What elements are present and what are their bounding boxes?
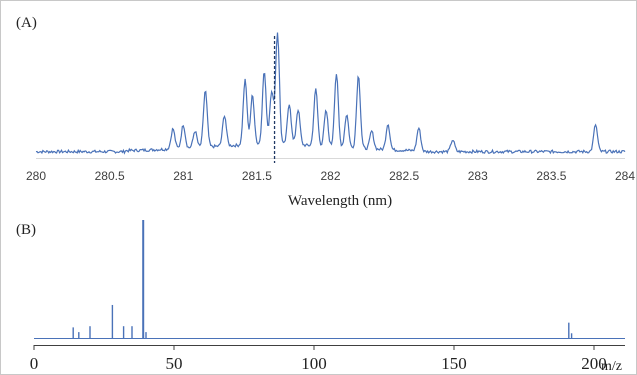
x-axis-label-a: Wavelength (nm) — [288, 193, 392, 209]
x-tick-label-a: 283 — [468, 169, 488, 183]
x-tick-label-b: 0 — [30, 354, 39, 373]
panel-b-label: (B) — [16, 222, 36, 238]
panel-a: (A) 280 280.5 281 281.5 282 282.5 283 283.5 284 … — [16, 15, 635, 209]
x-tick-label-a: 280.5 — [95, 169, 125, 183]
x-tick-label-a: 280 — [26, 169, 46, 183]
mass-peaks — [72, 220, 573, 338]
x-tick-label-b: 200 — [581, 354, 607, 373]
x-tick-label-a: 283.5 — [536, 169, 566, 183]
x-tick-label-a: 281 — [173, 169, 193, 183]
x-axis-label-b: m/z — [601, 359, 622, 374]
panel-b: (B) 0 50 100 150 200 m/z — [16, 220, 625, 374]
x-tick-label-a: 282.5 — [389, 169, 419, 183]
x-tick-label-a: 282 — [320, 169, 340, 183]
x-tick-label-b: 100 — [301, 354, 327, 373]
x-tick-label-b: 50 — [166, 354, 183, 373]
x-tick-label-a: 281.5 — [242, 169, 272, 183]
x-ticks-b: 0 50 100 150 200 — [30, 345, 607, 373]
x-tick-label-a: 284 — [615, 169, 635, 183]
x-ticks-a: 280 280.5 281 281.5 282 282.5 283 283.5 284 — [26, 169, 635, 183]
spectrum-line — [35, 32, 626, 155]
x-tick-label-b: 150 — [441, 354, 467, 373]
panel-a-label: (A) — [16, 15, 37, 31]
